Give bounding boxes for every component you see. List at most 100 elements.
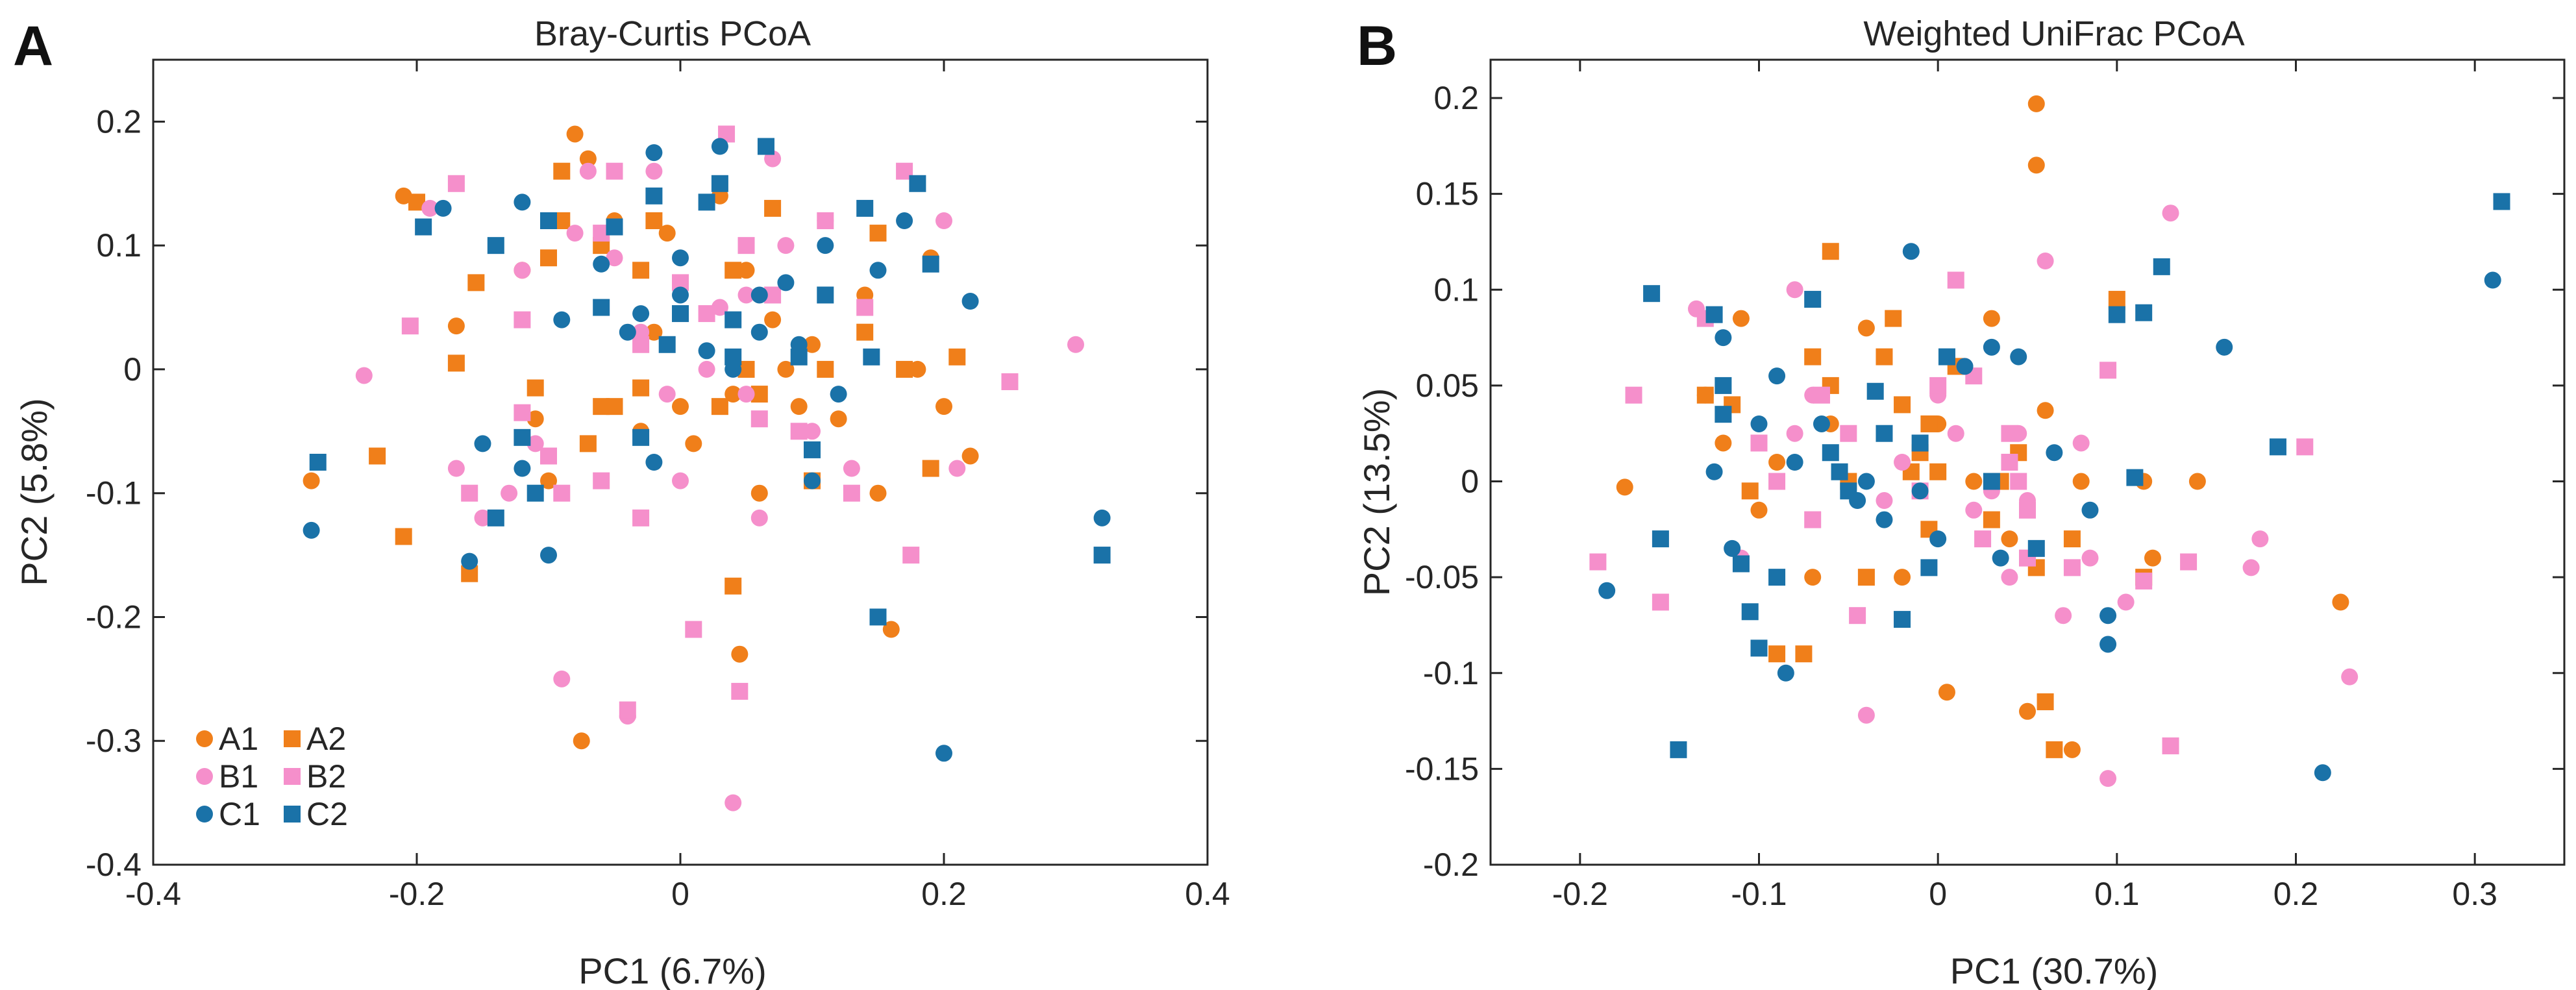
panel-a-point-a2 — [369, 447, 386, 465]
panel-b-point-c2 — [1715, 377, 1732, 394]
panel-a-point-b2 — [817, 212, 834, 229]
panel-b-point-a2 — [1894, 396, 1911, 414]
panel-b-point-a2 — [2063, 530, 2081, 548]
panel-a-point-b2 — [856, 299, 874, 316]
panel-b-point-a1 — [1715, 434, 1732, 452]
panel-b-point-c1 — [2314, 764, 2331, 782]
panel-b-point-b1 — [2099, 770, 2117, 787]
panel-a-point-a2 — [948, 348, 966, 365]
panel-a-point-a1 — [882, 621, 900, 638]
panel-b-point-b1 — [2072, 434, 2090, 452]
panel-a-ytick-label: 0.1 — [96, 227, 142, 264]
panel-b-point-a2 — [1822, 243, 1839, 260]
panel-b-letter: B — [1357, 15, 1397, 77]
panel-a-point-c1 — [777, 274, 795, 291]
legend-marker-a2 — [284, 730, 301, 747]
panel-a-point-b1 — [606, 249, 623, 267]
legend-label-c2: C2 — [306, 796, 348, 832]
panel-b-point-a2 — [1885, 310, 1902, 327]
panel-a-point-b1 — [421, 199, 439, 217]
panel-a-point-c1 — [303, 521, 320, 539]
panel-b-point-c1 — [1992, 549, 2009, 567]
panel-a-point-c2 — [922, 255, 939, 273]
panel-a-point-c2 — [487, 237, 504, 254]
panel-a-point-b2 — [606, 162, 623, 180]
panel-a-point-a2 — [724, 577, 742, 595]
panel-b-point-b2 — [1974, 530, 1992, 548]
panel-b-point-a1 — [2332, 593, 2349, 611]
panel-b-point-a2 — [1920, 415, 1938, 432]
panel-a-point-c2 — [309, 454, 327, 471]
panel-b-point-b2 — [2135, 573, 2153, 590]
panel-b-point-c1 — [2099, 607, 2117, 625]
panel-b-point-c2 — [1983, 473, 2000, 490]
panel-a-point-a1 — [672, 398, 689, 415]
panel-a-point-c2 — [658, 336, 676, 353]
panel-a-point-b2 — [553, 484, 571, 502]
panel-b-point-a2 — [1983, 511, 2000, 528]
panel-b-point-a2 — [2108, 291, 2125, 308]
panel-b-xtick-label: 0 — [1929, 876, 1947, 912]
panel-b-point-c2 — [1732, 555, 1750, 573]
panel-b-point-a2 — [1929, 463, 1947, 480]
panel-a-point-a1 — [909, 360, 926, 378]
panel-a-point-a2 — [764, 199, 782, 217]
panel-b-point-a2 — [2037, 693, 2054, 711]
panel-b-point-c2 — [1750, 639, 1768, 657]
panel-b-point-b2 — [2099, 362, 2117, 379]
panel-b-point-b2 — [1589, 553, 1607, 571]
panel-a-point-c2 — [698, 193, 715, 211]
panel-a-point-b1 — [698, 360, 715, 378]
panel-a-point-b1 — [711, 299, 728, 316]
panel-b-point-a2 — [1768, 645, 1786, 663]
panel-a-point-c1 — [540, 547, 557, 564]
panel-a-points — [303, 125, 1111, 811]
panel-b-point-a1 — [1965, 473, 1983, 490]
panel-b-point-c1 — [1768, 367, 1786, 385]
panel-a-xtick-label: 0 — [671, 876, 689, 912]
panel-a-point-a1 — [750, 484, 768, 502]
panel-a-point-b1 — [553, 670, 571, 687]
panel-a-point-b2 — [514, 404, 531, 421]
panel-a-point-b1 — [645, 162, 663, 180]
panel-b-point-b1 — [1857, 706, 1875, 724]
panel-a-point-c1 — [514, 193, 531, 211]
panel-a-point-a2 — [447, 354, 465, 372]
panel-a-point-a2 — [922, 460, 939, 477]
panel-a-point-c2 — [711, 175, 728, 192]
panel-a-point-a1 — [645, 323, 663, 341]
panel-a-point-a1 — [764, 311, 782, 328]
panel-b-point-b2 — [2010, 473, 2027, 490]
panel-a-point-b2 — [447, 175, 465, 192]
panel-b-point-c1 — [1902, 243, 1920, 260]
panel-b-point-c2 — [2126, 469, 2144, 486]
panel-a-point-b2 — [685, 621, 702, 638]
panel-b-point-c1 — [1983, 338, 2000, 356]
legend-label-b2: B2 — [306, 758, 346, 795]
panel-a-axes-frame — [152, 58, 1209, 866]
panel-b-point-a1 — [2072, 473, 2090, 490]
panel-a-point-c2 — [757, 138, 774, 155]
panel-b-point-b1 — [1876, 492, 1893, 510]
panel-a-xtick-label: 0.2 — [921, 876, 967, 912]
panel-a-point-b2 — [619, 701, 636, 719]
panel-a-legend: A1 A2 B1 B2 C1 C2 — [196, 721, 348, 832]
panel-a-point-b2 — [737, 237, 755, 254]
panel-b-point-b2 — [1804, 511, 1822, 528]
panel-a-point-a1 — [573, 732, 590, 750]
panel-b-point-c2 — [1840, 482, 1857, 500]
panel-a-point-c2 — [817, 286, 834, 304]
panel-b-point-b1 — [2162, 204, 2179, 222]
panel-b-xlabel: PC1 (30.7%) — [1950, 950, 2159, 990]
panel-a-point-a1 — [658, 225, 676, 242]
panel-a-point-b2 — [514, 311, 531, 328]
panel-a-xtick-label: 0.4 — [1185, 876, 1230, 912]
panel-a-point-b2 — [593, 472, 610, 489]
panel-a-point-a2 — [869, 225, 887, 242]
panel-b-point-c1 — [1715, 329, 1732, 347]
panel-a-point-a2 — [395, 528, 412, 545]
panel-a-point-a2 — [724, 262, 742, 279]
panel-a-point-c2 — [804, 441, 821, 458]
panel-a-point-a1 — [303, 472, 320, 489]
